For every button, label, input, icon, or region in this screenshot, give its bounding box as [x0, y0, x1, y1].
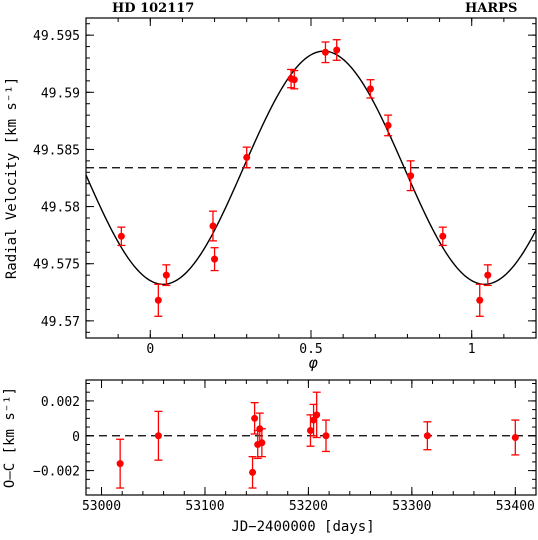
x-tick-label: 0	[146, 342, 154, 357]
data-point	[306, 427, 314, 435]
rv-axis-ticks: 0 0.5 1 49.57 49.575 49.58 49.585 49.59 49.595	[33, 18, 537, 357]
y-tick-label: 49.59	[41, 86, 80, 101]
rv-y-axis-label: Radial Velocity [km s⁻¹]	[4, 77, 20, 279]
x-tick-label: 53300	[392, 499, 431, 514]
rv-x-axis-label: φ	[308, 354, 318, 372]
data-point	[162, 271, 170, 279]
data-point	[407, 172, 415, 180]
data-point	[290, 76, 298, 84]
data-point	[310, 416, 318, 424]
data-point	[423, 432, 431, 440]
residual-panel: 53000 53100 53200 53300 53400 −0.002 0 0.002 O–…	[2, 379, 537, 535]
rv-plot-frame	[85, 17, 537, 339]
data-point	[321, 48, 329, 56]
x-tick-label: 53100	[185, 499, 224, 514]
y-tick-label: 0.002	[41, 395, 80, 410]
data-point	[117, 232, 125, 240]
data-point	[333, 46, 341, 54]
data-point	[116, 460, 124, 468]
x-tick-label: 53200	[289, 499, 328, 514]
y-tick-label: 0	[72, 430, 80, 445]
y-tick-label: 49.57	[41, 315, 80, 330]
data-point	[366, 85, 374, 93]
data-point	[154, 296, 162, 304]
header-right: HARPS	[465, 1, 517, 16]
data-point	[384, 121, 392, 129]
data-point	[154, 432, 162, 440]
data-point	[439, 232, 447, 240]
y-tick-label: 49.585	[33, 143, 80, 158]
y-tick-label: 49.58	[41, 201, 80, 216]
residual-data-points	[116, 391, 520, 489]
data-point	[258, 439, 266, 447]
data-point	[484, 271, 492, 279]
rv-panel: 0 0.5 1 49.57 49.575 49.58 49.585 49.59 49.595 R…	[4, 17, 537, 372]
x-tick-label: 53000	[82, 499, 121, 514]
residual-axis-ticks: 53000 53100 53200 53300 53400 −0.002 0 0.002	[33, 380, 537, 514]
x-tick-label: 0.5	[299, 342, 322, 357]
data-point	[322, 432, 330, 440]
data-point	[511, 434, 519, 441]
y-tick-label: 49.575	[33, 258, 80, 273]
data-point	[209, 222, 217, 230]
data-point	[211, 255, 219, 263]
y-tick-label: −0.002	[33, 465, 80, 480]
x-tick-label: 1	[468, 342, 476, 357]
data-point	[313, 411, 321, 419]
residual-plot-frame	[85, 379, 537, 496]
rv-data-points	[117, 39, 492, 317]
residual-x-axis-label: JD−2400000 [days]	[231, 519, 374, 535]
y-tick-label: 49.595	[33, 29, 80, 44]
header-left: HD 102117	[112, 1, 194, 16]
x-tick-label: 53400	[496, 499, 535, 514]
data-point	[243, 153, 251, 161]
data-point	[251, 414, 259, 422]
data-point	[249, 468, 257, 476]
residual-y-axis-label: O–C [km s⁻¹]	[2, 387, 18, 488]
data-point	[476, 296, 484, 304]
